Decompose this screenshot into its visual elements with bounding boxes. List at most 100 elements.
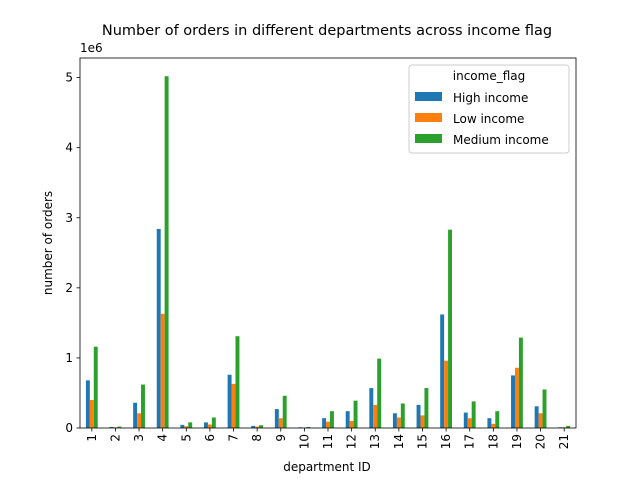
x-tick-label: 20 (534, 434, 548, 449)
bar-high-income-dept-14 (392, 413, 397, 428)
bar-low-income-dept-20 (538, 413, 543, 428)
bar-high-income-dept-13 (369, 388, 374, 428)
y-tick-label: 1 (65, 351, 73, 365)
y-tick-label: 2 (65, 281, 73, 295)
bar-low-income-dept-8 (255, 426, 260, 428)
bar-high-income-dept-16 (440, 314, 445, 428)
bar-low-income-dept-16 (444, 360, 449, 428)
bar-medium-income-dept-15 (424, 388, 429, 428)
bar-low-income-dept-5 (184, 426, 189, 428)
bar-high-income-dept-6 (204, 422, 208, 428)
bar-low-income-dept-15 (420, 415, 425, 428)
x-tick-label: 7 (227, 434, 241, 442)
x-tick-label: 21 (557, 434, 571, 449)
y-axis-multiplier: 1e6 (80, 41, 103, 55)
plot-frame (79, 57, 577, 429)
bar-medium-income-dept-16 (448, 229, 452, 428)
bar-high-income-dept-9 (274, 409, 279, 428)
x-tick-label: 19 (510, 434, 524, 449)
bar-low-income-dept-18 (491, 423, 496, 428)
y-tick-label: 0 (65, 421, 73, 435)
x-ticks-group: 1 2 3 4 5 6 7 8 9 10 11 12 13 14 15 16 17 18 19 20 21 (85, 428, 571, 449)
bar-high-income-dept-20 (534, 406, 539, 428)
y-tick-label: 4 (65, 141, 73, 155)
bar-medium-income-dept-7 (235, 336, 240, 428)
bar-low-income-dept-14 (396, 417, 401, 428)
bar-low-income-dept-17 (467, 418, 472, 428)
bar-medium-income-dept-5 (188, 422, 193, 428)
x-axis-label: department ID (283, 460, 371, 474)
bar-medium-income-dept-8 (259, 425, 264, 428)
bar-medium-income-dept-10 (306, 426, 311, 428)
bar-medium-income-dept-1 (93, 346, 98, 428)
bar-high-income-dept-17 (463, 412, 468, 428)
bar-high-income-dept-8 (251, 425, 256, 428)
bar-low-income-dept-11 (326, 421, 330, 428)
x-tick-label: 2 (108, 434, 122, 442)
bar-high-income-dept-5 (180, 424, 185, 428)
bar-medium-income-dept-21 (566, 425, 571, 428)
bar-low-income-dept-4 (160, 313, 165, 428)
bar-high-income-dept-12 (345, 411, 350, 428)
bar-high-income-dept-15 (416, 404, 421, 429)
legend-label-low-income: Low income (453, 112, 524, 126)
x-tick-label: 14 (392, 434, 406, 449)
bar-medium-income-dept-12 (353, 400, 358, 428)
x-tick-label: 1 (85, 434, 99, 442)
bar-high-income-dept-18 (487, 418, 492, 428)
bar-high-income-dept-3 (133, 402, 138, 428)
bar-high-income-dept-11 (322, 418, 327, 428)
legend-swatch-high-income (415, 92, 442, 101)
bar-low-income-dept-13 (373, 404, 378, 429)
bar-low-income-dept-7 (231, 383, 236, 428)
bar-low-income-dept-19 (514, 367, 519, 428)
legend-swatch-medium-income (415, 134, 442, 143)
bar-low-income-dept-12 (349, 420, 354, 428)
bar-high-income-dept-4 (156, 228, 161, 428)
chart-title: Number of orders in different department… (102, 23, 552, 39)
bar-medium-income-dept-2 (117, 426, 122, 428)
legend-label-high-income: High income (453, 91, 528, 105)
legend: income_flag High income Low income Mediu… (408, 64, 570, 154)
x-tick-label: 6 (203, 434, 217, 442)
bar-medium-income-dept-13 (377, 358, 382, 429)
x-tick-label: 3 (132, 434, 146, 442)
bar-medium-income-dept-20 (542, 389, 547, 428)
bar-medium-income-dept-9 (282, 395, 287, 428)
x-tick-label: 8 (250, 434, 264, 442)
bar-high-income-dept-7 (227, 374, 232, 428)
legend-box (408, 64, 570, 154)
x-tick-label: 13 (368, 434, 382, 449)
bar-low-income-dept-1 (89, 399, 94, 428)
bar-medium-income-dept-11 (329, 411, 334, 428)
x-tick-label: 9 (274, 434, 288, 442)
bar-medium-income-dept-6 (211, 417, 216, 428)
bar-medium-income-dept-18 (495, 411, 500, 428)
bar-medium-income-dept-3 (141, 384, 145, 428)
legend-label-medium-income: Medium income (453, 133, 549, 147)
x-tick-label: 5 (179, 434, 193, 442)
bar-medium-income-dept-14 (400, 403, 405, 428)
y-tick-label: 3 (65, 211, 73, 225)
x-tick-label: 10 (297, 434, 311, 449)
y-axis-label: number of orders (41, 191, 55, 295)
bar-medium-income-dept-17 (471, 401, 476, 428)
y-ticks-group: 0 1 2 3 4 5 (65, 71, 80, 435)
legend-swatch-low-income (415, 113, 442, 122)
bar-low-income-dept-6 (207, 424, 212, 428)
bar-medium-income-dept-4 (164, 76, 169, 428)
x-tick-label: 11 (321, 434, 335, 449)
bar-low-income-dept-9 (278, 418, 283, 428)
x-tick-label: 4 (156, 434, 170, 442)
bar-high-income-dept-19 (511, 375, 515, 428)
bars-group (85, 76, 571, 429)
x-tick-label: 18 (486, 434, 500, 449)
bar-medium-income-dept-19 (518, 337, 523, 428)
legend-title: income_flag (453, 69, 525, 83)
x-tick-label: 16 (439, 434, 453, 449)
y-tick-label: 5 (65, 71, 73, 85)
bar-high-income-dept-2 (109, 426, 114, 428)
x-tick-label: 12 (345, 434, 359, 449)
x-tick-label: 17 (463, 434, 477, 449)
